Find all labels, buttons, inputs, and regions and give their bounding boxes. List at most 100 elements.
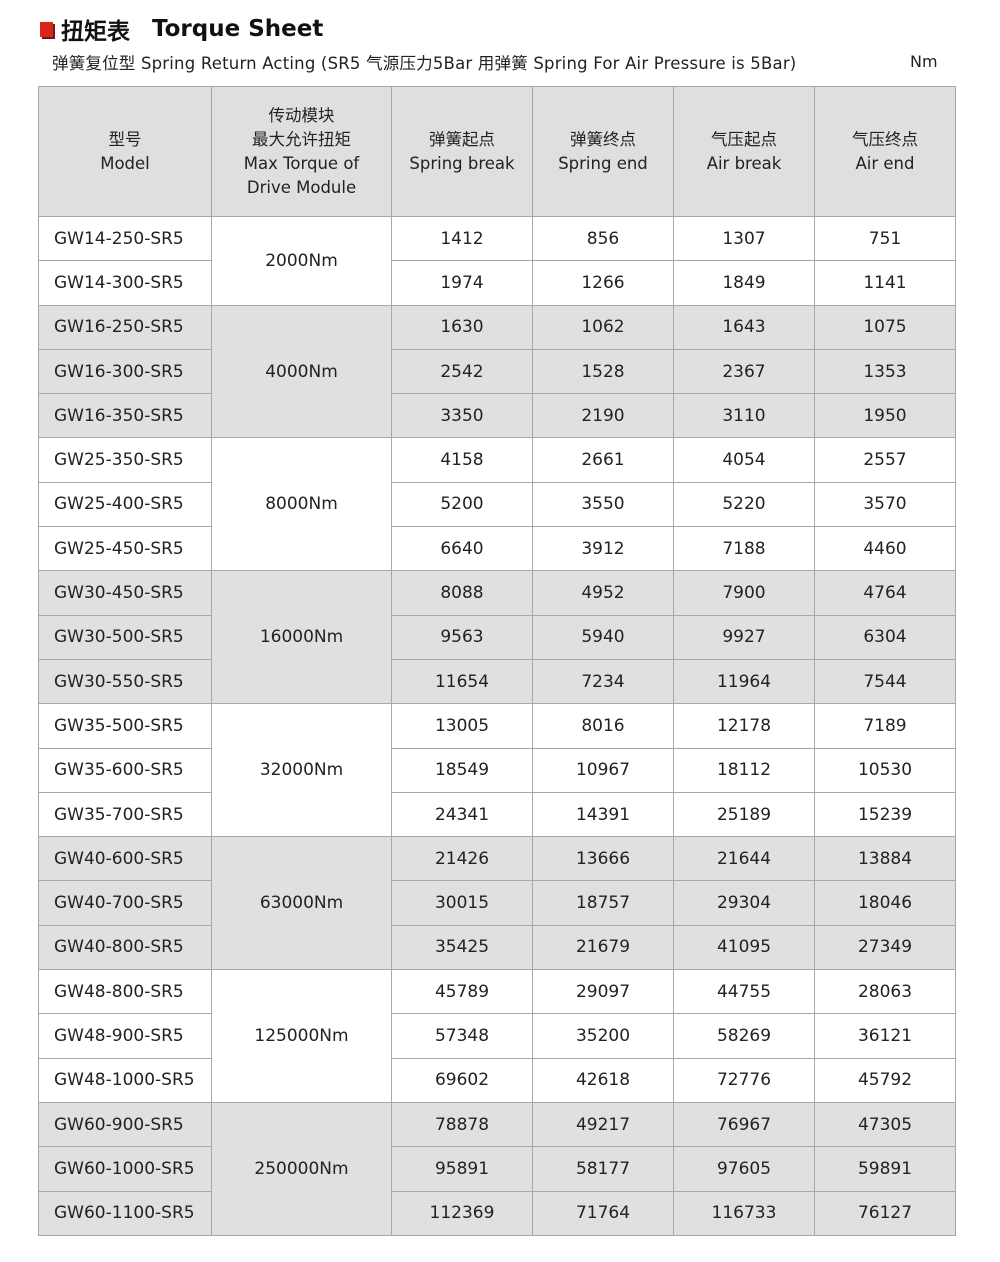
air-end-cell: 6304	[814, 614, 956, 660]
spring-end-cell: 49217	[532, 1101, 674, 1148]
header-line: 弹簧终点	[570, 129, 636, 149]
spring-break-cell: 1630	[391, 304, 533, 350]
air-end-cell: 47305	[814, 1101, 956, 1148]
spring-break-cell: 9563	[391, 614, 533, 660]
subtitle: 弹簧复位型 Spring Return Acting (SR5 气源压力5Bar…	[52, 54, 797, 73]
table-row: GW40-600-SR5 63000Nm 21426 13666 21644 13884	[38, 836, 956, 971]
spring-break-cell: 4158	[391, 437, 533, 483]
air-end-cell: 3570	[814, 481, 956, 528]
header-line: 气压起点	[711, 129, 777, 149]
model-cell: GW14-300-SR5	[38, 260, 212, 306]
air-end-cell: 1075	[814, 304, 956, 350]
header-line: 气压终点	[852, 129, 918, 149]
header-model: 型号 Model	[38, 86, 212, 217]
air-break-cell: 12178	[673, 703, 815, 749]
model-cell: GW30-500-SR5	[38, 614, 212, 660]
air-end-cell: 13884	[814, 836, 956, 882]
spring-end-cell: 5940	[532, 614, 674, 660]
air-break-cell: 1643	[673, 304, 815, 350]
spring-break-cell: 112369	[391, 1190, 533, 1236]
air-break-cell: 25189	[673, 791, 815, 838]
air-end-cell: 4764	[814, 570, 956, 616]
spring-break-cell: 45789	[391, 969, 533, 1015]
air-break-cell: 3110	[673, 393, 815, 439]
model-cell: GW14-250-SR5	[38, 215, 212, 262]
spring-end-cell: 42618	[532, 1057, 674, 1103]
spring-break-cell: 5200	[391, 481, 533, 528]
model-cell: GW16-250-SR5	[38, 304, 212, 350]
model-cell: GW30-550-SR5	[38, 658, 212, 705]
table-row: GW16-300-SR5 2542 1528 2367 1353	[38, 348, 956, 395]
air-end-cell: 76127	[814, 1190, 956, 1236]
spring-end-cell: 14391	[532, 791, 674, 838]
spring-end-cell: 8016	[532, 703, 674, 749]
air-break-cell: 4054	[673, 437, 815, 483]
red-square-icon	[40, 21, 53, 37]
table-row: GW30-550-SR5 11654 7234 11964 7544	[38, 658, 956, 705]
air-break-cell: 97605	[673, 1146, 815, 1192]
spring-end-cell: 3912	[532, 526, 674, 572]
spring-end-cell: 2661	[532, 437, 674, 483]
air-break-cell: 18112	[673, 747, 815, 793]
spring-break-cell: 30015	[391, 880, 533, 926]
spring-end-cell: 10967	[532, 747, 674, 793]
spring-end-cell: 1062	[532, 304, 674, 350]
air-end-cell: 2557	[814, 437, 956, 483]
spring-break-cell: 57348	[391, 1013, 533, 1059]
model-cell: GW35-600-SR5	[38, 747, 212, 793]
table-row: GW48-900-SR5 57348 35200 58269 36121	[38, 1013, 956, 1059]
air-end-cell: 45792	[814, 1057, 956, 1103]
max-torque-cell: 8000Nm	[211, 437, 392, 572]
table-row: GW60-1000-SR5 95891 58177 97605 59891	[38, 1146, 956, 1192]
spring-end-cell: 35200	[532, 1013, 674, 1059]
spring-break-cell: 1974	[391, 260, 533, 306]
air-break-cell: 21644	[673, 836, 815, 882]
header-air-end: 气压终点 Air end	[814, 86, 956, 217]
table-row: GW16-250-SR5 4000Nm 1630 1062 1643 1075	[38, 304, 956, 439]
air-break-cell: 11964	[673, 658, 815, 705]
table-row: GW40-700-SR5 30015 18757 29304 18046	[38, 880, 956, 926]
spring-end-cell: 71764	[532, 1190, 674, 1236]
air-end-cell: 751	[814, 215, 956, 262]
air-end-cell: 7189	[814, 703, 956, 749]
model-cell: GW30-450-SR5	[38, 570, 212, 616]
table-row: GW40-800-SR5 35425 21679 41095 27349	[38, 924, 956, 971]
spring-break-cell: 2542	[391, 348, 533, 395]
table-row: GW25-400-SR5 5200 3550 5220 3570	[38, 481, 956, 528]
model-cell: GW60-1000-SR5	[38, 1146, 212, 1192]
air-end-cell: 36121	[814, 1013, 956, 1059]
max-torque-cell: 125000Nm	[211, 969, 392, 1103]
max-torque-cell: 2000Nm	[211, 216, 392, 306]
air-end-cell: 1950	[814, 393, 956, 439]
header-line: 弹簧起点	[429, 129, 495, 149]
air-end-cell: 27349	[814, 924, 956, 971]
table-row: GW14-250-SR5 2000Nm 1412 856 1307 751	[38, 215, 956, 306]
table-row: GW14-300-SR5 1974 1266 1849 1141	[38, 260, 956, 306]
header-line: Air end	[855, 153, 915, 173]
air-break-cell: 116733	[673, 1190, 815, 1236]
max-torque-cell: 16000Nm	[211, 570, 392, 705]
page-title: 扭矩表 Torque Sheet	[40, 12, 323, 46]
air-end-cell: 15239	[814, 791, 956, 838]
spring-break-cell: 78878	[391, 1101, 533, 1148]
header-line: 型号	[108, 129, 142, 149]
table-row: GW60-900-SR5 250000Nm 78878 49217 76967 47305	[38, 1101, 956, 1236]
air-end-cell: 1353	[814, 348, 956, 395]
table-row: GW25-350-SR5 8000Nm 4158 2661 4054 2557	[38, 437, 956, 572]
spring-break-cell: 13005	[391, 703, 533, 749]
title-en: Torque Sheet	[152, 16, 324, 42]
model-cell: GW16-350-SR5	[38, 393, 212, 439]
spring-end-cell: 7234	[532, 658, 674, 705]
header-line: Max Torque of	[243, 153, 360, 173]
table-row: GW35-600-SR5 18549 10967 18112 10530	[38, 747, 956, 793]
header-line: Model	[100, 153, 150, 173]
model-cell: GW40-700-SR5	[38, 880, 212, 926]
torque-table: 型号 Model 传动模块 最大允许扭矩 Max Torque of Drive Modu…	[38, 86, 956, 1236]
table-row: GW16-350-SR5 3350 2190 3110 1950	[38, 393, 956, 439]
model-cell: GW48-1000-SR5	[38, 1057, 212, 1103]
air-break-cell: 41095	[673, 924, 815, 971]
air-break-cell: 7900	[673, 570, 815, 616]
header-spring-end: 弹簧终点 Spring end	[532, 86, 674, 217]
model-cell: GW48-800-SR5	[38, 969, 212, 1015]
header-line: Air break	[706, 153, 782, 173]
